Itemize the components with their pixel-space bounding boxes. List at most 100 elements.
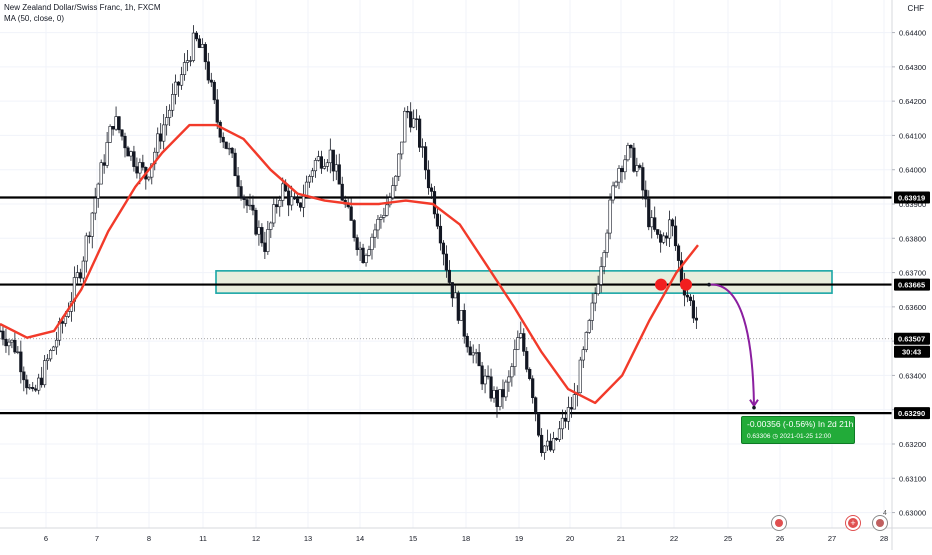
candle-body [13,339,17,353]
candle-body [188,60,193,62]
candle-body [361,247,365,264]
candle-body [197,38,201,48]
candle-body [641,167,645,191]
candle-body [322,166,326,169]
clock-icon: ◷ [772,433,778,440]
candle-body [560,417,565,430]
candle-body [495,390,499,407]
symbol-title: New Zealand Dollar/Swiss Franc, 1h, FXCM [4,3,161,12]
indicator-label: MA (50, close, 0) [4,14,65,23]
candle-body [328,149,332,164]
x-tick-label: 20 [566,534,574,543]
alert-add-icon[interactable]: + [845,515,861,531]
candle-body [593,293,597,304]
candle-body [379,216,383,220]
candle-body [278,200,282,208]
candle-body [385,204,389,216]
y-tick-label: 0.63400 [899,371,926,380]
support-zone-layer [215,270,833,294]
projection-end-dot [752,405,756,410]
x-tick-label: 11 [199,534,207,543]
snapshot-icon[interactable] [771,515,787,531]
y-tick-label: 0.64400 [899,29,926,38]
candle-body [569,407,573,410]
candle-body [16,351,20,354]
candle-body [397,153,401,177]
candle-body [162,124,166,142]
projection-arrow [708,283,755,406]
candle-body [108,126,112,143]
candle-body [269,222,273,230]
notification-icon[interactable]: 4 [872,510,888,531]
candle-body [474,352,478,354]
support-zone [215,270,833,294]
candle-body [325,162,329,167]
candle-body [459,310,463,321]
candle-body [257,227,261,235]
candle-body [111,126,115,130]
candle-body [66,311,71,317]
ma-line [0,123,699,405]
candle-body [498,389,502,407]
candle-body [242,197,246,200]
candle-body [611,185,615,201]
candle-body [545,440,550,447]
ma-cross-marker [655,278,667,291]
projection-label: -0.00356 (-0.56%) In 2d 21h 0.63306 ◷ 20… [741,416,855,444]
candle-body [415,118,419,120]
candle-body [620,168,624,173]
candle-body [185,60,190,63]
candle-body [412,118,416,128]
candle-body [0,330,2,332]
candle-body [96,183,100,199]
candle-body [537,412,541,436]
y-tick-label: 0.63000 [899,509,926,518]
candle-body [403,110,407,143]
candle-body [251,204,255,211]
candle-body [551,438,556,451]
candle-body [281,183,285,201]
candle-body [141,162,145,168]
candle-body [531,378,535,398]
candle-body [129,151,133,157]
candle-body [507,376,511,383]
candle-body [468,346,472,356]
candle-body [349,206,353,221]
level-tag [894,278,930,291]
candle-body [150,163,154,178]
candle-body [471,352,475,356]
level-tag-label: 0.63290 [898,409,925,418]
candle-body [370,236,374,250]
candle-body [670,219,675,227]
candle-body [492,390,496,399]
candle-body [218,121,222,138]
candle-body [617,168,621,183]
x-tick-label: 27 [828,534,836,543]
candle-body [453,292,457,299]
candle-body [263,242,267,252]
candle-body [221,136,225,143]
candle-body [462,310,466,337]
candle-body [179,74,184,86]
candle-body [132,151,136,167]
candle-body [19,351,23,373]
candle-body [99,162,103,185]
candle-body [165,117,169,126]
candle-body [337,164,341,185]
candle-body [632,147,636,172]
candle-body [310,170,315,177]
level-tag [894,407,930,420]
candle-body [1,330,5,340]
candle-body [90,212,94,237]
candle-body [578,359,582,394]
candle-body [373,229,377,238]
candle-body [352,220,356,238]
candle-body [441,242,446,255]
candle-body [358,247,362,250]
candle-body [581,349,585,361]
candle-body [307,176,312,183]
candle-body [316,156,321,161]
candle-body [290,196,294,206]
